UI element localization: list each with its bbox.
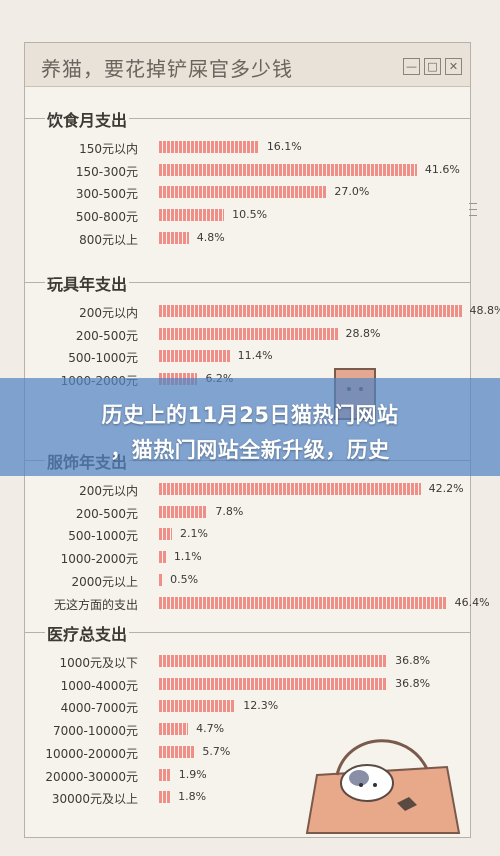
value-label: 12.3% [243,699,279,713]
category-label: 10000-20000元 [45,746,138,761]
category-label: 500-800元 [75,210,138,225]
category-label: 200-500元 [75,506,138,521]
section-divider [25,118,470,119]
value-label: 2.1% [180,527,208,541]
category-label: 300-500元 [75,187,138,202]
value-label: 27.0% [334,185,370,199]
bar [159,791,171,804]
bar [159,596,447,609]
value-label: 0.5% [170,572,199,586]
category-label: 200-500元 [75,328,138,343]
headline-line-1: 历史上的11月25日猫热门网站 [101,403,399,427]
value-label: 42.2% [428,482,464,495]
cat-in-bag-illustration [305,739,461,834]
category-label: 500-1000元 [68,351,138,366]
bar [159,768,171,781]
section-divider [25,282,470,283]
section-divider [25,632,470,633]
category-label: 1000元及以下 [59,656,138,670]
bar [159,551,166,564]
restore-button[interactable]: □ [424,58,441,75]
value-label: 46.4% [454,595,490,609]
value-label: 48.8% [469,304,500,317]
value-label: 4.8% [196,230,225,244]
section-title: 玩具年支出 [45,271,130,295]
category-label: 1000-2000元 [60,552,138,567]
bar [159,745,195,758]
category-label: 30000元及以上 [51,792,138,807]
category-label: 2000元以上 [71,574,138,589]
category-label: 200元以内 [79,484,138,498]
window-titlebar: 养猫，要花掉铲屎官多少钱 — □ ✕ [25,43,470,87]
category-label: 500-1000元 [68,529,138,544]
category-label: 150-300元 [75,164,138,179]
close-button[interactable]: ✕ [445,58,462,75]
bar [159,483,421,495]
bar [159,141,259,153]
bar [159,350,230,363]
category-label: 200元以内 [79,306,138,320]
bar [159,209,225,222]
category-label: 4000-7000元 [60,701,138,716]
section-title: 医疗总支出 [45,621,130,645]
bar [159,528,173,541]
value-label: 7.8% [215,504,244,518]
bar [159,700,236,713]
bar [159,655,388,667]
value-label: 5.7% [202,744,231,758]
value-label: 28.8% [345,326,381,340]
scroll-tick [469,215,477,216]
bar [159,231,189,244]
bar [159,505,208,518]
category-label: 150元以内 [79,142,138,156]
window-title: 养猫，要花掉铲屎官多少钱 [41,57,293,81]
value-label: 36.8% [395,676,431,690]
scroll-tick [469,209,477,210]
value-label: 41.6% [424,162,460,176]
headline-banner: 历史上的11月25日猫热门网站 ，猫热门网站全新升级，历史 [0,378,500,476]
bar [159,327,338,340]
bar [159,677,388,690]
value-label: 1.1% [173,550,202,564]
bar [159,186,327,199]
minimize-button[interactable]: — [403,58,420,75]
category-label: 20000-30000元 [45,769,138,784]
category-label: 800元以上 [79,232,138,247]
bar [159,163,417,176]
section-title: 饮食月支出 [45,107,130,131]
headline-line-2: ，猫热门网站全新升级，历史 [110,438,390,462]
category-label: 1000-4000元 [60,678,138,693]
value-label: 11.4% [237,349,273,363]
value-label: 10.5% [232,208,268,222]
category-label: 7000-10000元 [52,724,138,739]
bar [159,573,163,586]
value-label: 4.7% [196,722,225,736]
value-label: 16.1% [266,140,302,153]
scroll-tick [469,203,477,204]
category-label: 无这方面的支出 [53,597,138,612]
value-label: 1.8% [178,790,207,804]
value-label: 36.8% [395,654,431,667]
bar [159,723,189,736]
bar [159,305,462,317]
value-label: 1.9% [178,767,207,781]
